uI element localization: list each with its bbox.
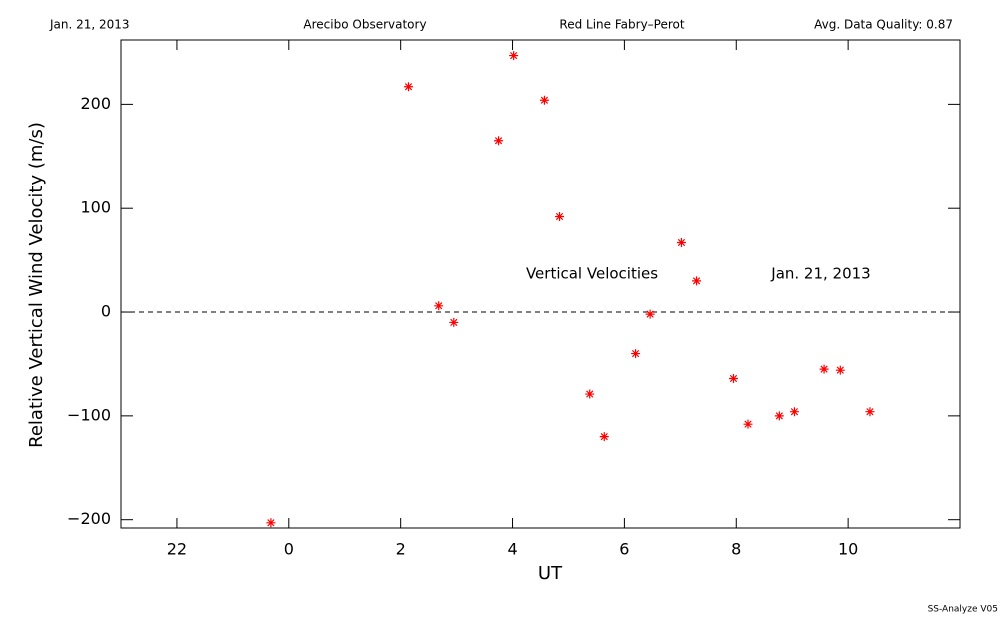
annotation: Jan. 21, 2013 (770, 265, 870, 283)
data-point (266, 518, 276, 528)
header-site: Arecibo Observatory (303, 18, 426, 32)
data-point (539, 95, 549, 105)
data-point (835, 365, 845, 375)
plot-frame (120, 39, 961, 529)
y-tick-label: 100 (80, 198, 111, 217)
data-point (774, 411, 784, 421)
header-quality: Avg. Data Quality: 0.87 (814, 18, 953, 32)
data-point (403, 82, 413, 92)
y-tick-label: −200 (67, 509, 111, 528)
x-tick-label: 22 (167, 540, 187, 559)
footer: SS-Analyze V05 (928, 605, 998, 615)
data-point (676, 237, 686, 247)
x-tick-label: 6 (619, 540, 629, 559)
x-tick-label: 8 (731, 540, 741, 559)
data-point (494, 136, 504, 146)
data-point (509, 51, 519, 61)
x-tick-label: 0 (284, 540, 294, 559)
x-axis-label: UT (538, 563, 563, 584)
y-tick-label: 0 (101, 302, 111, 321)
y-tick-label: −100 (67, 405, 111, 424)
header-date: Jan. 21, 2013 (49, 18, 130, 32)
data-point (743, 419, 753, 429)
x-tick-label: 2 (396, 540, 406, 559)
header-instrument: Red Line Fabry–Perot (559, 18, 684, 32)
data-point (631, 349, 641, 359)
annotation: Vertical Velocities (526, 265, 658, 283)
y-axis-label: Relative Vertical Wind Velocity (m/s) (26, 122, 47, 448)
y-tick-label: 200 (80, 94, 111, 113)
x-tick-label: 10 (838, 540, 858, 559)
data-point (449, 317, 459, 327)
data-point (434, 301, 444, 311)
data-point (645, 309, 655, 319)
data-point (789, 407, 799, 417)
data-point (819, 364, 829, 374)
data-point (599, 432, 609, 442)
data-point (555, 212, 565, 222)
data-point (865, 407, 875, 417)
data-point (728, 373, 738, 383)
x-tick-label: 4 (507, 540, 517, 559)
data-point (692, 276, 702, 286)
data-point (585, 389, 595, 399)
